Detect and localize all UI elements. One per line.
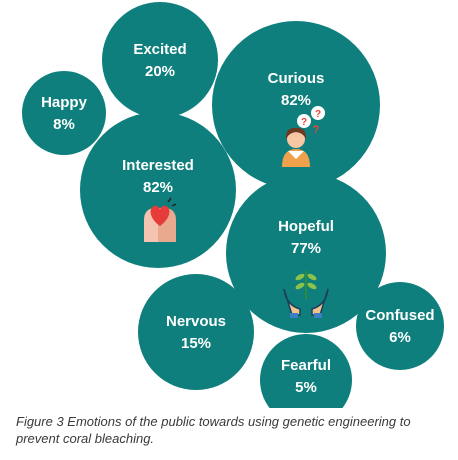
bubble-label-fearful: Fearful xyxy=(281,357,331,374)
question-person-icon: ??? xyxy=(282,106,325,167)
bubble-interested xyxy=(80,112,236,268)
bubble-confused xyxy=(356,282,444,370)
bubble-nervous xyxy=(138,274,254,390)
bubble-label-interested: Interested xyxy=(122,157,194,174)
svg-text:?: ? xyxy=(313,124,320,136)
sprout-hands-icon xyxy=(283,271,329,318)
bubble-value-confused: 6% xyxy=(389,329,411,346)
heart-head-icon xyxy=(144,197,177,242)
bubble-label-nervous: Nervous xyxy=(166,313,226,330)
bubble-label-hopeful: Hopeful xyxy=(278,218,334,235)
bubble-value-curious: 82% xyxy=(281,92,311,109)
svg-text:?: ? xyxy=(301,117,307,128)
bubble-value-interested: 82% xyxy=(143,179,173,196)
figure-caption: Figure 3 Emotions of the public towards … xyxy=(16,414,411,446)
bubble-value-fearful: 5% xyxy=(295,379,317,396)
bubble-value-nervous: 15% xyxy=(181,335,211,352)
bubble-excited xyxy=(102,2,218,118)
bubble-curious xyxy=(212,21,380,189)
bubble-hopeful xyxy=(226,173,386,333)
bubble-fearful xyxy=(260,334,352,408)
bubble-label-curious: Curious xyxy=(268,70,325,87)
bubble-label-confused: Confused xyxy=(365,307,434,324)
bubble-happy xyxy=(22,71,106,155)
bubble-value-excited: 20% xyxy=(145,63,175,80)
bubble-label-excited: Excited xyxy=(133,41,186,58)
bubble-chart: Excited 20% Happy 8% Curious 82% Interested 82%… xyxy=(22,2,444,408)
bubble-value-hopeful: 77% xyxy=(291,240,321,257)
bubble-value-happy: 8% xyxy=(53,116,75,133)
bubble-label-happy: Happy xyxy=(41,94,88,111)
svg-text:?: ? xyxy=(315,109,321,120)
